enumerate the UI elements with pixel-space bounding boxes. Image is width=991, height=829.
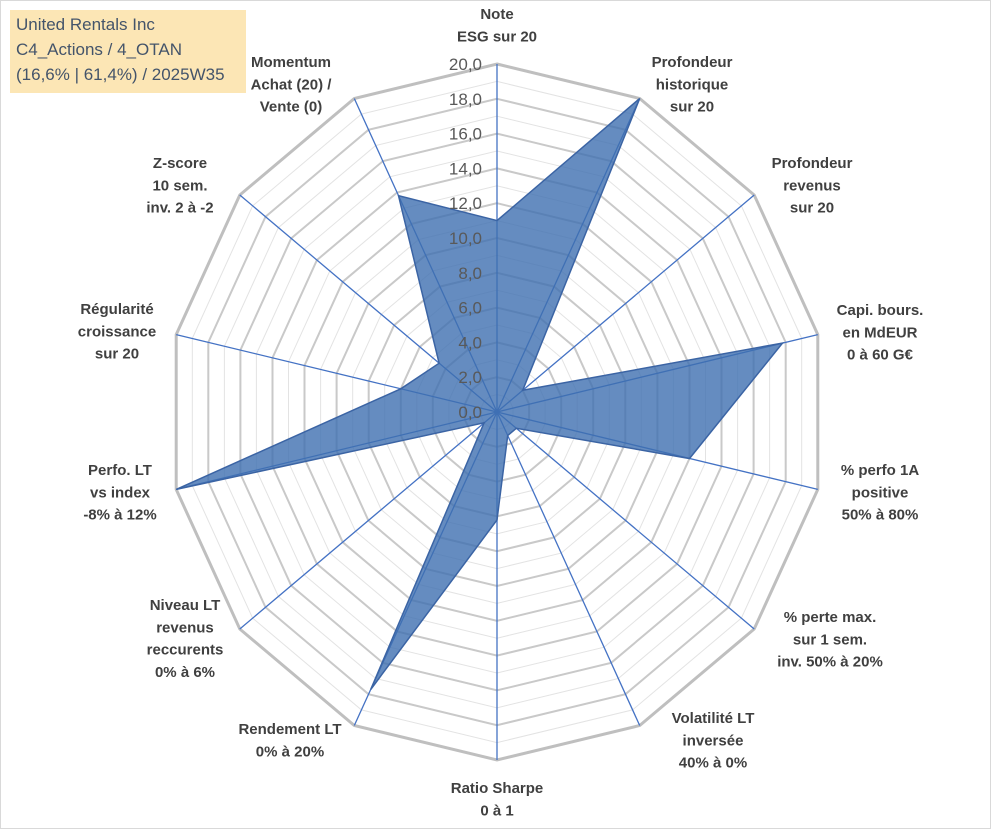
axis-label-5: % perfo 1A positive 50% à 80%	[841, 462, 920, 524]
title-box: United Rentals Inc C4_Actions / 4_OTAN (…	[10, 10, 246, 93]
data-point	[505, 433, 511, 439]
axis-label-2: Profondeur historique sur 20	[652, 54, 733, 116]
data-point	[436, 360, 442, 366]
axis-label-line: Achat (20) /	[251, 76, 333, 93]
axis-label-1: Note ESG sur 20	[457, 6, 537, 45]
axis-label-line: sur 20	[95, 346, 139, 363]
axis-label-6: % perte max. sur 1 sem. inv. 50% à 20%	[777, 609, 883, 671]
series-layer	[173, 96, 786, 693]
axis-label-3: Profondeur revenus sur 20	[772, 155, 853, 217]
axis-label-line: reccurents	[147, 642, 224, 659]
data-point	[513, 425, 519, 431]
axis-label-line: inv. 2 à -2	[146, 200, 213, 217]
axis-label-14: Momentum Achat (20) / Vente (0)	[251, 54, 333, 116]
r-tick-label: 20,0	[449, 55, 482, 74]
r-tick-label: 4,0	[458, 333, 482, 352]
axis-label-line: Momentum	[251, 54, 331, 71]
axis-label-line: Rendement LT	[238, 721, 341, 738]
axis-label-line: Z-score	[153, 155, 207, 172]
axis-label-line: sur 20	[790, 200, 834, 217]
r-tick-label: 8,0	[458, 264, 482, 283]
axis-label-line: Profondeur	[652, 54, 733, 71]
data-point	[368, 687, 374, 693]
axis-label-line: Régularité	[80, 301, 153, 318]
axis-label-10: Niveau LT revenus reccurents 0% à 6%	[147, 597, 224, 681]
axis-label-line: 0 à 1	[480, 802, 513, 819]
axis-label-line: sur 20	[670, 99, 714, 116]
axis-label-12: Régularité croissance sur 20	[78, 301, 156, 363]
r-tick-label: 12,0	[449, 194, 482, 213]
data-point	[494, 517, 500, 523]
axis-label-9: Rendement LT 0% à 20%	[238, 721, 341, 760]
axis-label-line: Perfo. LT	[88, 462, 152, 479]
title-line-category: C4_Actions / 4_OTAN	[16, 40, 182, 59]
axis-label-4: Capi. bours. en MdEUR 0 à 60 G€	[837, 302, 924, 364]
axis-label-line: Ratio Sharpe	[451, 780, 544, 797]
axis-label-line: positive	[852, 484, 909, 501]
axis-label-line: inversée	[683, 732, 744, 749]
axis-label-line: 40% à 0%	[679, 755, 747, 772]
axis-label-line: 10 sem.	[152, 177, 207, 194]
axis-label-line: % perte max.	[784, 609, 877, 626]
axis-label-line: Niveau LT	[150, 597, 221, 614]
axis-label-line: en MdEUR	[843, 324, 918, 341]
title-line-company: United Rentals Inc	[16, 15, 155, 34]
data-point	[481, 420, 487, 426]
data-point	[398, 386, 404, 392]
axis-label-line: 0 à 60 G€	[847, 347, 914, 364]
axis-label-line: Profondeur	[772, 155, 853, 172]
axis-label-line: Note	[480, 6, 513, 23]
r-tick-label: 0,0	[458, 403, 482, 422]
axis-label-line: Volatilité LT	[672, 710, 755, 727]
axis-label-line: 0% à 20%	[256, 743, 324, 760]
axis-label-line: sur 1 sem.	[793, 631, 867, 648]
axis-label-line: 50% à 80%	[842, 507, 919, 524]
axis-label-line: revenus	[783, 177, 841, 194]
axis-label-line: -8% à 12%	[83, 507, 156, 524]
axis-label-line: croissance	[78, 323, 156, 340]
axis-label-8: Ratio Sharpe 0 à 1	[451, 780, 544, 819]
data-series-area	[175, 97, 785, 690]
axis-label-line: Vente (0)	[260, 99, 323, 116]
axis-label-line: Capi. bours.	[837, 302, 924, 319]
axis-spoke-3	[496, 194, 755, 413]
axis-label-line: ESG sur 20	[457, 28, 537, 45]
axis-label-line: vs index	[90, 484, 151, 501]
tick-label-layer: 0,0 2,0 4,0 6,0 8,0 10,0 12,0 14,0 16,0 18,0 20,0	[449, 55, 482, 422]
r-tick-label: 6,0	[458, 299, 482, 318]
r-tick-label: 2,0	[458, 368, 482, 387]
axis-label-line: % perfo 1A	[841, 462, 920, 479]
axis-label-11: Perfo. LT vs index -8% à 12%	[83, 462, 156, 524]
axis-label-layer: Note ESG sur 20 Profondeur historique sur 20…	[78, 6, 924, 819]
axis-label-line: revenus	[156, 619, 214, 636]
axis-label-7: Volatilité LT inversée 40% à 0%	[672, 710, 755, 772]
data-point	[494, 218, 500, 224]
axis-label-line: historique	[656, 76, 729, 93]
axis-spoke-7	[496, 411, 641, 726]
axis-spoke-10	[239, 411, 498, 630]
r-tick-label: 18,0	[449, 90, 482, 109]
data-point	[687, 456, 693, 462]
data-point	[520, 387, 526, 393]
title-line-stats: (16,6% | 61,4%) / 2025W35	[16, 65, 225, 84]
axis-label-line: inv. 50% à 20%	[777, 654, 883, 671]
axis-spoke-6	[496, 411, 755, 630]
data-point	[780, 340, 786, 346]
r-tick-label: 16,0	[449, 125, 482, 144]
axis-label-line: 0% à 6%	[155, 664, 215, 681]
data-point	[173, 486, 179, 492]
r-tick-label: 14,0	[449, 159, 482, 178]
data-point	[396, 193, 402, 199]
data-point	[637, 96, 643, 102]
axis-label-13: Z-score 10 sem. inv. 2 à -2	[146, 155, 213, 217]
r-tick-label: 10,0	[449, 229, 482, 248]
